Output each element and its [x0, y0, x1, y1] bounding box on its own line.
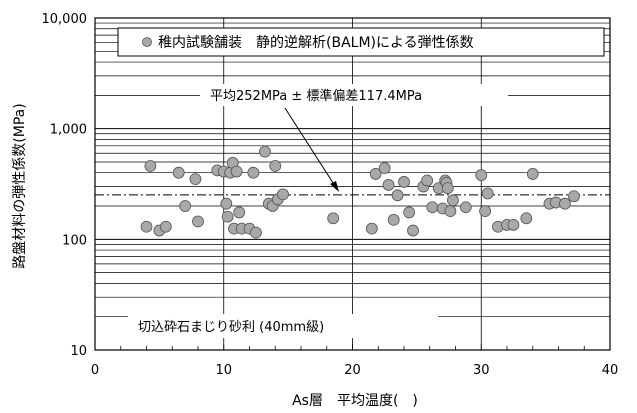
data-point: [365, 222, 378, 235]
data-point: [391, 189, 404, 202]
y-tick-label: 10,000: [42, 12, 88, 27]
data-point: [559, 197, 571, 210]
data-point: [220, 197, 233, 210]
mean-annotation: 平均252MPa ± 標準偏差117.4MPa: [200, 84, 508, 192]
data-point: [144, 160, 157, 172]
material-annotation-text: 切込砕石まじり砂利 (40mm級): [138, 320, 324, 335]
data-point: [369, 168, 382, 180]
axis-ticks: 10 100 1,000 10,000 0 10 20 30 40: [42, 12, 619, 378]
y-tick-label: 100: [62, 233, 87, 248]
mean-annotation-text: 平均252MPa ± 標準偏差117.4MPa: [210, 88, 422, 104]
data-point: [382, 179, 395, 191]
annotation-arrow-line: [284, 107, 336, 187]
data-point: [387, 213, 400, 226]
material-annotation: 切込砕石まじり砂利 (40mm級): [128, 314, 438, 338]
data-point: [426, 201, 439, 214]
data-point: [475, 169, 488, 182]
data-point: [444, 205, 457, 217]
data-point: [398, 176, 410, 188]
data-point: [140, 220, 153, 233]
data-point: [247, 166, 260, 179]
data-point: [441, 182, 454, 195]
x-tick-label: 40: [602, 363, 619, 378]
data-point: [403, 206, 416, 219]
data-point: [378, 162, 391, 175]
annotation-arrow-head: [330, 181, 339, 192]
data-point: [479, 205, 492, 217]
legend-marker: [142, 37, 152, 47]
data-points: [140, 145, 580, 239]
data-point: [507, 219, 520, 231]
data-point: [407, 224, 419, 237]
x-tick-label: 20: [344, 363, 361, 378]
y-tick-label: 1,000: [50, 123, 87, 138]
x-tick-label: 30: [473, 363, 490, 378]
data-point: [459, 201, 472, 214]
data-point: [172, 166, 185, 179]
y-tick-label: 10: [70, 344, 87, 359]
x-tick-label: 0: [91, 363, 99, 378]
data-point: [481, 187, 494, 200]
data-point: [526, 168, 539, 180]
data-point: [421, 174, 434, 187]
data-point: [233, 206, 246, 219]
y-axis-label: 路盤材料の弾性係数(MPa): [12, 103, 28, 268]
plot-area-frame: [94, 17, 611, 351]
x-tick-label: 10: [215, 363, 232, 378]
data-point: [250, 226, 262, 239]
data-point: [520, 212, 533, 225]
legend-entry: 稚内試験舗装 静的逆解析(BALM)による弾性係数: [158, 35, 474, 51]
data-point: [259, 145, 271, 158]
data-point: [189, 173, 202, 186]
data-point: [230, 165, 243, 178]
data-point: [327, 212, 340, 225]
data-point: [221, 210, 234, 223]
data-point: [269, 160, 282, 172]
legend: 稚内試験舗装 静的逆解析(BALM)による弾性係数: [117, 27, 605, 57]
x-axis-label: As層 平均温度( ): [292, 393, 418, 409]
data-point: [159, 220, 172, 233]
data-point: [179, 200, 192, 212]
data-point: [447, 194, 459, 207]
data-point: [277, 188, 289, 201]
data-point: [568, 190, 580, 203]
data-point: [192, 215, 204, 228]
grid-lines: [95, 18, 610, 350]
